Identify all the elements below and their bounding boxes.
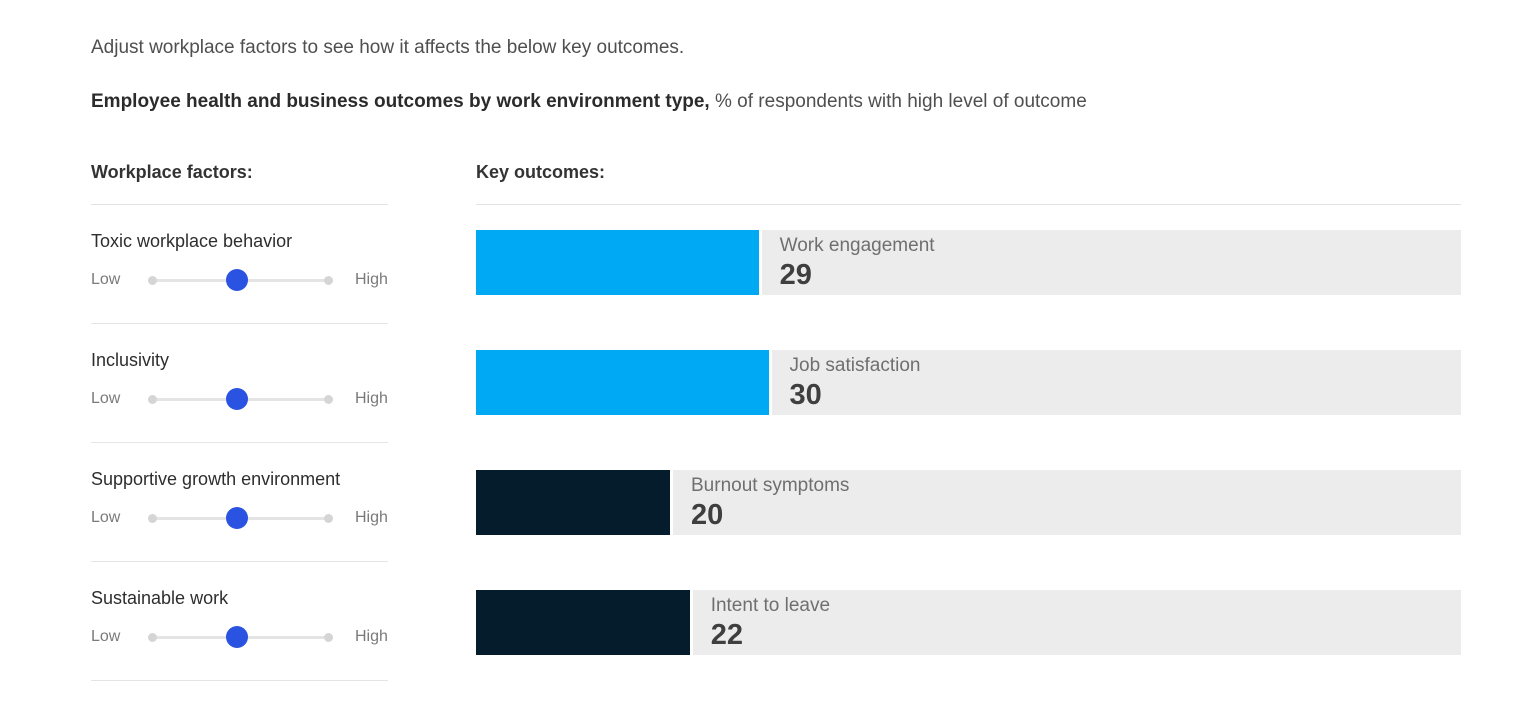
outcome-value: 20 [691,499,724,531]
slider-row: Low High [91,507,388,529]
outcome-value: 22 [710,619,743,651]
slider-endpoint-dot [324,275,333,285]
outcome-bar [476,230,762,295]
outcome-text: Intent to leave 22 [693,590,830,655]
outcome-label: Job satisfaction [789,355,921,376]
slider-row: Low High [91,626,388,648]
slider-thumb[interactable] [225,269,248,291]
slider-endpoint-dot [148,394,157,404]
workplace-factors-heading: Workplace factors: [91,162,388,205]
slider-endpoint-dot [324,513,333,523]
slider-endpoint-dot [148,275,157,285]
chart-title-bold: Employee health and business outcomes by… [91,91,710,112]
slider-low-label: Low [91,628,121,645]
outcome-label: Work engagement [779,235,935,256]
outcome-value: 30 [789,379,822,411]
outcome-text: Burnout symptoms 20 [673,470,849,535]
slider-low-label: Low [91,390,121,407]
factor-block-inclusivity: Inclusivity Low High [91,349,388,443]
slider-row: Low High [91,269,388,291]
slider-track[interactable] [148,626,333,648]
outcome-value: 29 [779,259,812,291]
slider-track[interactable] [148,388,333,410]
outcome-row-work-engagement: Work engagement 29 [476,230,1461,295]
slider-low-label: Low [91,509,121,526]
outcome-row-job-satisfaction: Job satisfaction 30 [476,350,1461,415]
key-outcomes-heading: Key outcomes: [476,162,1461,205]
outcome-text: Job satisfaction 30 [772,350,921,415]
factor-label: Sustainable work [91,588,229,608]
slider-high-label: High [355,271,388,288]
outcome-bar [476,350,772,415]
slider-low-label: Low [91,271,121,288]
slider-thumb[interactable] [225,626,248,648]
factor-block-supportive-growth-environment: Supportive growth environment Low High [91,468,388,562]
outcome-row-burnout-symptoms: Burnout symptoms 20 [476,470,1461,535]
factor-label: Inclusivity [91,350,170,370]
outcome-row-intent-to-leave: Intent to leave 22 [476,590,1461,655]
instruction-text: Adjust workplace factors to see how it a… [91,37,685,58]
chart-title: Employee health and business outcomes by… [91,91,1087,113]
factor-label: Toxic workplace behavior [91,231,293,251]
factor-block-sustainable-work: Sustainable work Low High [91,587,388,681]
factor-label: Supportive growth environment [91,469,341,489]
slider-endpoint-dot [148,632,157,642]
workplace-factors-panel: Workplace factors: Toxic workplace behav… [91,162,388,681]
outcome-bar [476,470,673,535]
slider-track[interactable] [148,269,333,291]
slider-track[interactable] [148,507,333,529]
factor-block-toxic-workplace-behavior: Toxic workplace behavior Low High [91,230,388,324]
slider-thumb[interactable] [225,507,248,529]
outcome-label: Intent to leave [710,595,831,616]
key-outcomes-panel: Key outcomes: Work engagement 29 Job sat… [476,162,1461,655]
slider-thumb[interactable] [225,388,248,410]
slider-high-label: High [355,390,388,407]
chart-title-subtitle: % of respondents with high level of outc… [715,91,1087,112]
slider-row: Low High [91,388,388,410]
slider-high-label: High [355,509,388,526]
outcome-text: Work engagement 29 [762,230,935,295]
slider-endpoint-dot [148,513,157,523]
slider-endpoint-dot [324,632,333,642]
outcome-bar [476,590,693,655]
slider-endpoint-dot [324,394,333,404]
outcome-label: Burnout symptoms [691,475,850,496]
slider-high-label: High [355,628,388,645]
